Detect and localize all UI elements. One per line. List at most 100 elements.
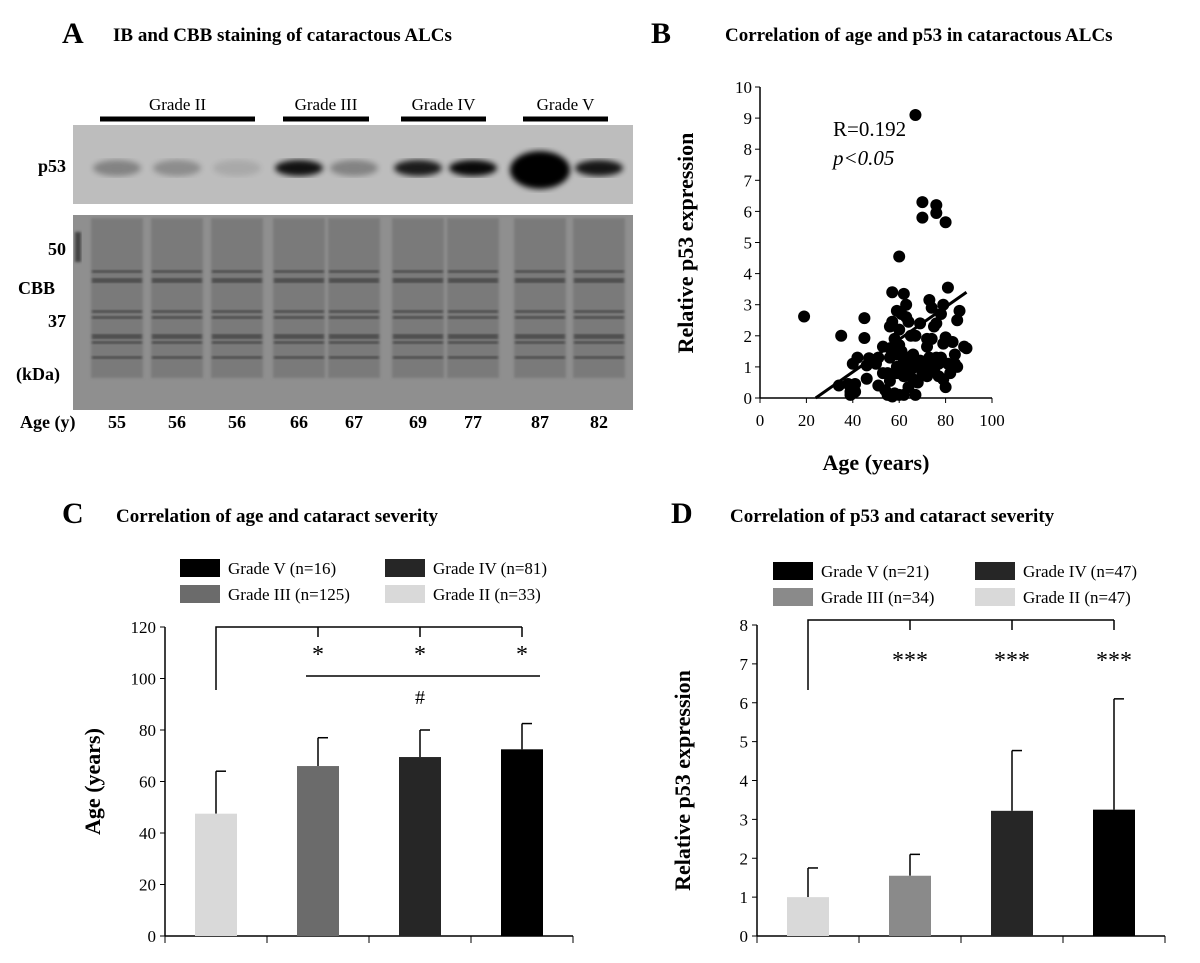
bar (501, 749, 543, 936)
age-value: 69 (409, 412, 427, 432)
grade-label: Grade IV (412, 95, 476, 114)
data-point (925, 301, 938, 314)
cbb-band (152, 270, 202, 273)
panel-b: B Correlation of age and p53 in cataract… (651, 17, 1113, 475)
bar-chart-p53: 0 1 2 3 4 5 6 7 8 Grade V (n=21) Grade IV (n=47) Gr… (670, 562, 1166, 946)
y-tick-label: 1 (744, 358, 753, 377)
r-value: R=0.192 (833, 117, 906, 141)
y-tick-label: 4 (740, 772, 749, 791)
cbb-band (393, 270, 443, 273)
cbb-band (393, 316, 443, 319)
cbb-lane (328, 218, 380, 378)
age-value: 55 (108, 412, 126, 432)
data-point (909, 108, 922, 121)
y-tick-label: 6 (744, 202, 753, 221)
cbb-band (515, 278, 565, 283)
cbb-band (393, 278, 443, 283)
panel-d: D Correlation of p53 and cataract severi… (670, 497, 1166, 946)
cbb-band (92, 334, 142, 339)
cbb-band (574, 334, 624, 339)
age-value: 67 (345, 412, 363, 432)
p53-band (394, 160, 442, 176)
y-tick-label: 3 (740, 810, 749, 829)
age-value: 77 (464, 412, 482, 432)
data-point (858, 312, 871, 325)
legend-swatch (180, 559, 220, 577)
x-tick-label: 80 (937, 411, 954, 430)
legend-label: Grade IV (n=47) (1023, 562, 1137, 581)
legend-label: Grade II (n=47) (1023, 588, 1131, 607)
y-tick-label: 40 (139, 824, 156, 843)
cbb-lane (573, 218, 625, 378)
cbb-lane (514, 218, 566, 378)
significance-mark: *** (1096, 648, 1132, 674)
y-tick-label: 7 (744, 171, 753, 190)
bar (889, 875, 931, 936)
y-tick-label: 0 (740, 927, 749, 946)
p-value: p<0.05 (831, 146, 894, 170)
cbb-band (212, 341, 262, 344)
y-tick-label: 0 (744, 389, 753, 408)
p53-band (153, 160, 201, 176)
data-point (883, 374, 896, 387)
data-point (948, 348, 961, 361)
cbb-band (212, 278, 262, 283)
cbb-band (92, 341, 142, 344)
x-tick-label: 60 (891, 411, 908, 430)
legend-swatch (385, 559, 425, 577)
label-kda: (kDa) (16, 364, 60, 385)
trend-line (814, 291, 968, 400)
cbb-band (574, 270, 624, 273)
data-point (886, 315, 899, 328)
legend-swatch (975, 562, 1015, 580)
legend-label: Grade V (n=21) (821, 562, 929, 581)
bar (399, 757, 441, 936)
cbb-band (274, 341, 324, 344)
cbb-band (448, 356, 498, 359)
cbb-band (152, 356, 202, 359)
data-point (902, 315, 915, 328)
bar-chart-age: 0 20 40 60 80 100 120 Grade V (n=16) Grade IV (n… (80, 559, 574, 946)
bar (1093, 809, 1135, 936)
cbb-band (574, 278, 624, 283)
y-tick-label: 1 (740, 888, 749, 907)
panel-c: C Correlation of age and cataract severi… (62, 497, 574, 946)
y-tick-label: 4 (744, 265, 753, 284)
y-axis-label: Relative p53 expression (670, 670, 695, 891)
x-tick-label: 100 (979, 411, 1005, 430)
panel-d-title: Correlation of p53 and cataract severity (730, 506, 1055, 527)
data-point (911, 376, 924, 389)
y-tick-label: 2 (744, 327, 753, 346)
label-p53: p53 (38, 156, 66, 176)
age-value: 56 (168, 412, 186, 432)
cbb-band (515, 341, 565, 344)
cbb-band (92, 278, 142, 283)
significance-mark: *** (892, 648, 928, 674)
panel-a-letter: A (62, 17, 84, 50)
legend-label: Grade V (n=16) (228, 559, 336, 578)
cbb-band (393, 310, 443, 313)
legend-swatch (773, 588, 813, 606)
bar (787, 897, 829, 936)
cbb-band (574, 310, 624, 313)
data-point (858, 331, 871, 344)
label-cbb: CBB (18, 278, 55, 298)
y-tick-label: 8 (744, 140, 753, 159)
panel-c-letter: C (62, 497, 84, 530)
cbb-band (574, 356, 624, 359)
p53-band (93, 160, 141, 176)
legend-swatch (975, 588, 1015, 606)
cbb-lane (447, 218, 499, 378)
cbb-band (274, 334, 324, 339)
y-tick-label: 6 (740, 694, 749, 713)
cbb-band (329, 341, 379, 344)
significance-mark: *** (994, 648, 1030, 674)
cbb-band (515, 316, 565, 319)
legend-swatch (773, 562, 813, 580)
panel-a-title: IB and CBB staining of cataractous ALCs (113, 25, 452, 46)
p53-band (510, 151, 570, 189)
cbb-band (212, 310, 262, 313)
data-point (925, 332, 938, 345)
x-tick-label: 40 (844, 411, 861, 430)
